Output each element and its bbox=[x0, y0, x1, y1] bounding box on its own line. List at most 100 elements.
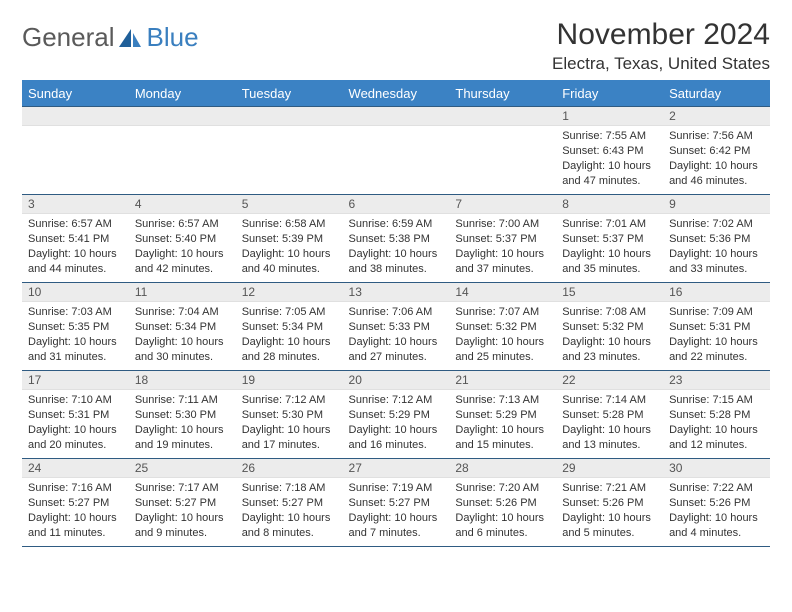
logo-text-general: General bbox=[22, 22, 115, 53]
calendar-day-cell: 4Sunrise: 6:57 AMSunset: 5:40 PMDaylight… bbox=[129, 195, 236, 283]
calendar-day-cell: 27Sunrise: 7:19 AMSunset: 5:27 PMDayligh… bbox=[343, 459, 450, 547]
sunrise-text: Sunrise: 7:20 AM bbox=[455, 481, 550, 496]
sunset-text: Sunset: 5:27 PM bbox=[242, 496, 337, 511]
day-content: Sunrise: 6:57 AMSunset: 5:40 PMDaylight:… bbox=[129, 214, 236, 280]
day-number bbox=[22, 107, 129, 126]
calendar-day-cell: 8Sunrise: 7:01 AMSunset: 5:37 PMDaylight… bbox=[556, 195, 663, 283]
daylight-text: Daylight: 10 hours and 46 minutes. bbox=[669, 159, 764, 189]
daylight-text: Daylight: 10 hours and 8 minutes. bbox=[242, 511, 337, 541]
daylight-text: Daylight: 10 hours and 40 minutes. bbox=[242, 247, 337, 277]
calendar-day-cell: 9Sunrise: 7:02 AMSunset: 5:36 PMDaylight… bbox=[663, 195, 770, 283]
day-number bbox=[449, 107, 556, 126]
day-number: 27 bbox=[343, 459, 450, 478]
daylight-text: Daylight: 10 hours and 30 minutes. bbox=[135, 335, 230, 365]
sunrise-text: Sunrise: 7:21 AM bbox=[562, 481, 657, 496]
sunrise-text: Sunrise: 7:03 AM bbox=[28, 305, 123, 320]
daylight-text: Daylight: 10 hours and 28 minutes. bbox=[242, 335, 337, 365]
day-content: Sunrise: 7:07 AMSunset: 5:32 PMDaylight:… bbox=[449, 302, 556, 368]
day-content: Sunrise: 7:10 AMSunset: 5:31 PMDaylight:… bbox=[22, 390, 129, 456]
daylight-text: Daylight: 10 hours and 6 minutes. bbox=[455, 511, 550, 541]
sunset-text: Sunset: 5:27 PM bbox=[135, 496, 230, 511]
day-content: Sunrise: 6:57 AMSunset: 5:41 PMDaylight:… bbox=[22, 214, 129, 280]
sunrise-text: Sunrise: 6:57 AM bbox=[135, 217, 230, 232]
sunrise-text: Sunrise: 7:10 AM bbox=[28, 393, 123, 408]
calendar-day-cell: 28Sunrise: 7:20 AMSunset: 5:26 PMDayligh… bbox=[449, 459, 556, 547]
sunrise-text: Sunrise: 7:00 AM bbox=[455, 217, 550, 232]
day-number: 30 bbox=[663, 459, 770, 478]
daylight-text: Daylight: 10 hours and 20 minutes. bbox=[28, 423, 123, 453]
calendar-day-cell bbox=[449, 107, 556, 195]
page-header: General Blue November 2024 Electra, Texa… bbox=[22, 18, 770, 74]
day-number: 20 bbox=[343, 371, 450, 390]
calendar-head: SundayMondayTuesdayWednesdayThursdayFrid… bbox=[22, 81, 770, 107]
day-number: 13 bbox=[343, 283, 450, 302]
day-number: 16 bbox=[663, 283, 770, 302]
day-number: 28 bbox=[449, 459, 556, 478]
calendar-day-cell: 2Sunrise: 7:56 AMSunset: 6:42 PMDaylight… bbox=[663, 107, 770, 195]
location: Electra, Texas, United States bbox=[552, 54, 770, 74]
calendar-day-cell: 7Sunrise: 7:00 AMSunset: 5:37 PMDaylight… bbox=[449, 195, 556, 283]
day-number: 21 bbox=[449, 371, 556, 390]
calendar-table: SundayMondayTuesdayWednesdayThursdayFrid… bbox=[22, 80, 770, 547]
sunset-text: Sunset: 6:43 PM bbox=[562, 144, 657, 159]
sunrise-text: Sunrise: 7:11 AM bbox=[135, 393, 230, 408]
day-number: 26 bbox=[236, 459, 343, 478]
daylight-text: Daylight: 10 hours and 23 minutes. bbox=[562, 335, 657, 365]
sunset-text: Sunset: 5:34 PM bbox=[135, 320, 230, 335]
day-number: 14 bbox=[449, 283, 556, 302]
daylight-text: Daylight: 10 hours and 7 minutes. bbox=[349, 511, 444, 541]
day-number: 22 bbox=[556, 371, 663, 390]
day-number bbox=[129, 107, 236, 126]
calendar-day-cell: 20Sunrise: 7:12 AMSunset: 5:29 PMDayligh… bbox=[343, 371, 450, 459]
calendar-day-cell bbox=[343, 107, 450, 195]
day-number: 25 bbox=[129, 459, 236, 478]
day-content: Sunrise: 7:19 AMSunset: 5:27 PMDaylight:… bbox=[343, 478, 450, 544]
calendar-day-cell: 30Sunrise: 7:22 AMSunset: 5:26 PMDayligh… bbox=[663, 459, 770, 547]
daylight-text: Daylight: 10 hours and 13 minutes. bbox=[562, 423, 657, 453]
sunrise-text: Sunrise: 7:09 AM bbox=[669, 305, 764, 320]
calendar-day-cell: 24Sunrise: 7:16 AMSunset: 5:27 PMDayligh… bbox=[22, 459, 129, 547]
daylight-text: Daylight: 10 hours and 35 minutes. bbox=[562, 247, 657, 277]
sunrise-text: Sunrise: 7:08 AM bbox=[562, 305, 657, 320]
sunset-text: Sunset: 5:27 PM bbox=[28, 496, 123, 511]
day-content: Sunrise: 7:05 AMSunset: 5:34 PMDaylight:… bbox=[236, 302, 343, 368]
daylight-text: Daylight: 10 hours and 33 minutes. bbox=[669, 247, 764, 277]
title-block: November 2024 Electra, Texas, United Sta… bbox=[552, 18, 770, 74]
day-content: Sunrise: 7:12 AMSunset: 5:30 PMDaylight:… bbox=[236, 390, 343, 456]
calendar-day-cell: 23Sunrise: 7:15 AMSunset: 5:28 PMDayligh… bbox=[663, 371, 770, 459]
day-header: Thursday bbox=[449, 81, 556, 107]
day-content: Sunrise: 7:02 AMSunset: 5:36 PMDaylight:… bbox=[663, 214, 770, 280]
day-header: Saturday bbox=[663, 81, 770, 107]
sunrise-text: Sunrise: 7:18 AM bbox=[242, 481, 337, 496]
day-content: Sunrise: 7:16 AMSunset: 5:27 PMDaylight:… bbox=[22, 478, 129, 544]
day-number: 24 bbox=[22, 459, 129, 478]
sunset-text: Sunset: 5:26 PM bbox=[669, 496, 764, 511]
sunrise-text: Sunrise: 6:59 AM bbox=[349, 217, 444, 232]
day-content: Sunrise: 7:14 AMSunset: 5:28 PMDaylight:… bbox=[556, 390, 663, 456]
sunset-text: Sunset: 5:39 PM bbox=[242, 232, 337, 247]
calendar-day-cell: 11Sunrise: 7:04 AMSunset: 5:34 PMDayligh… bbox=[129, 283, 236, 371]
calendar-day-cell: 10Sunrise: 7:03 AMSunset: 5:35 PMDayligh… bbox=[22, 283, 129, 371]
day-number: 5 bbox=[236, 195, 343, 214]
calendar-day-cell: 22Sunrise: 7:14 AMSunset: 5:28 PMDayligh… bbox=[556, 371, 663, 459]
calendar-day-cell: 6Sunrise: 6:59 AMSunset: 5:38 PMDaylight… bbox=[343, 195, 450, 283]
day-header: Monday bbox=[129, 81, 236, 107]
sunset-text: Sunset: 5:28 PM bbox=[669, 408, 764, 423]
sunrise-text: Sunrise: 7:19 AM bbox=[349, 481, 444, 496]
day-content: Sunrise: 7:20 AMSunset: 5:26 PMDaylight:… bbox=[449, 478, 556, 544]
calendar-body: 1Sunrise: 7:55 AMSunset: 6:43 PMDaylight… bbox=[22, 107, 770, 547]
day-content: Sunrise: 7:12 AMSunset: 5:29 PMDaylight:… bbox=[343, 390, 450, 456]
day-content: Sunrise: 7:01 AMSunset: 5:37 PMDaylight:… bbox=[556, 214, 663, 280]
day-content: Sunrise: 7:18 AMSunset: 5:27 PMDaylight:… bbox=[236, 478, 343, 544]
sunset-text: Sunset: 5:32 PM bbox=[562, 320, 657, 335]
calendar-day-cell: 26Sunrise: 7:18 AMSunset: 5:27 PMDayligh… bbox=[236, 459, 343, 547]
calendar-day-cell: 25Sunrise: 7:17 AMSunset: 5:27 PMDayligh… bbox=[129, 459, 236, 547]
logo: General Blue bbox=[22, 22, 199, 53]
day-content: Sunrise: 6:58 AMSunset: 5:39 PMDaylight:… bbox=[236, 214, 343, 280]
calendar-day-cell: 16Sunrise: 7:09 AMSunset: 5:31 PMDayligh… bbox=[663, 283, 770, 371]
calendar-day-cell bbox=[236, 107, 343, 195]
sunset-text: Sunset: 5:31 PM bbox=[669, 320, 764, 335]
daylight-text: Daylight: 10 hours and 44 minutes. bbox=[28, 247, 123, 277]
sunrise-text: Sunrise: 7:01 AM bbox=[562, 217, 657, 232]
sunset-text: Sunset: 6:42 PM bbox=[669, 144, 764, 159]
